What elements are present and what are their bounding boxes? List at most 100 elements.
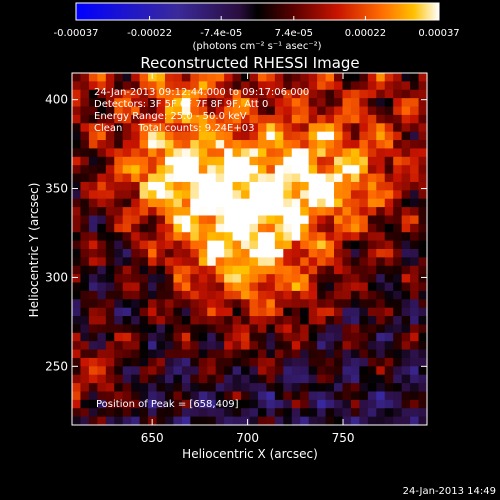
heatmap-cell [215, 349, 225, 359]
heatmap-cell [88, 316, 98, 326]
heatmap-cell [181, 416, 191, 426]
heatmap-cell [249, 81, 259, 91]
heatmap-cell [173, 181, 183, 191]
heatmap-cell [393, 215, 403, 225]
heatmap-cell [190, 265, 200, 275]
heatmap-cell [148, 408, 158, 418]
heatmap-cell [97, 140, 107, 150]
heatmap-cell [291, 399, 301, 409]
heatmap-cell [325, 366, 335, 376]
heatmap-cell [317, 408, 327, 418]
heatmap-cell [215, 357, 225, 367]
heatmap-cell [207, 416, 217, 426]
heatmap-cell [131, 408, 141, 418]
heatmap-cell [97, 366, 107, 376]
heatmap-cell [257, 290, 267, 300]
heatmap-cell [131, 332, 141, 342]
heatmap-cell [418, 89, 428, 99]
x-tick-label: 750 [332, 431, 355, 445]
heatmap-cell [410, 249, 420, 258]
heatmap-cell [198, 156, 208, 166]
heatmap-cell [181, 190, 191, 200]
heatmap-cell [249, 349, 259, 359]
heatmap-cell [122, 249, 132, 258]
heatmap-cell [80, 408, 90, 418]
heatmap-cell [291, 240, 301, 250]
heatmap-cell [181, 391, 191, 401]
heatmap-cell [274, 299, 284, 309]
heatmap-cell [139, 257, 149, 267]
heatmap-cell [80, 223, 90, 233]
heatmap-cell [97, 190, 107, 200]
heatmap-cell [88, 181, 98, 191]
heatmap-cell [72, 357, 82, 367]
heatmap-cell [274, 181, 284, 191]
heatmap-cell [325, 73, 335, 82]
heatmap-cell [156, 324, 166, 334]
heatmap-cell [232, 240, 242, 250]
heatmap-cell [105, 106, 115, 116]
heatmap-cell [308, 383, 318, 393]
heatmap-cell [283, 357, 293, 367]
heatmap-cell [139, 165, 149, 175]
heatmap-cell [359, 290, 369, 300]
heatmap-cell [367, 408, 377, 418]
heatmap-cell [105, 282, 115, 292]
heatmap-cell [131, 240, 141, 250]
heatmap-cell [334, 207, 344, 217]
heatmap-cell [342, 324, 352, 334]
heatmap-cell [401, 181, 411, 191]
heatmap-cell [418, 73, 428, 82]
heatmap-cell [114, 165, 124, 175]
heatmap-cell [410, 357, 420, 367]
heatmap-cell [249, 374, 259, 384]
heatmap-cell [105, 198, 115, 208]
heatmap-cell [190, 349, 200, 359]
heatmap-cell [232, 123, 242, 133]
heatmap-cell [224, 282, 234, 292]
heatmap-cell [156, 274, 166, 284]
heatmap-cell [190, 173, 200, 183]
heatmap-cell [274, 156, 284, 166]
heatmap-cell [274, 232, 284, 242]
heatmap-cell [274, 366, 284, 376]
heatmap-cell [131, 98, 141, 108]
heatmap-cell [207, 274, 217, 284]
heatmap-cell [418, 416, 428, 426]
heatmap-cell [359, 223, 369, 233]
heatmap-cell [257, 198, 267, 208]
heatmap-cell [418, 249, 428, 258]
heatmap-cell [156, 181, 166, 191]
heatmap-cell [97, 307, 107, 317]
heatmap-cell [401, 114, 411, 124]
heatmap-cell [325, 89, 335, 99]
heatmap-cell [376, 265, 386, 275]
heatmap-cell [173, 391, 183, 401]
heatmap-cell [266, 332, 276, 342]
heatmap-cell [148, 282, 158, 292]
heatmap-cell [198, 198, 208, 208]
heatmap-cell [376, 81, 386, 91]
heatmap-cell [359, 332, 369, 342]
heatmap-cell [384, 316, 394, 326]
heatmap-cell [283, 198, 293, 208]
heatmap-cell [367, 131, 377, 141]
heatmap-cell [359, 341, 369, 351]
heatmap-cell [241, 173, 251, 183]
heatmap-cell [308, 391, 318, 401]
heatmap-cell [139, 181, 149, 191]
heatmap-cell [105, 324, 115, 334]
heatmap-cell [334, 215, 344, 225]
heatmap-cell [342, 223, 352, 233]
heatmap-cell [342, 89, 352, 99]
heatmap-cell [384, 274, 394, 284]
heatmap-cell [148, 190, 158, 200]
heatmap-cell [80, 282, 90, 292]
heatmap-cell [342, 383, 352, 393]
heatmap-cell [384, 391, 394, 401]
heatmap-cell [97, 416, 107, 426]
colorbar-ticks: -0.00037 -0.00022 -7.4e-05 7.4e-05 0.00022 0.… [54, 16, 460, 39]
heatmap-cell [283, 299, 293, 309]
heatmap-cell [190, 181, 200, 191]
heatmap-cell [257, 81, 267, 91]
